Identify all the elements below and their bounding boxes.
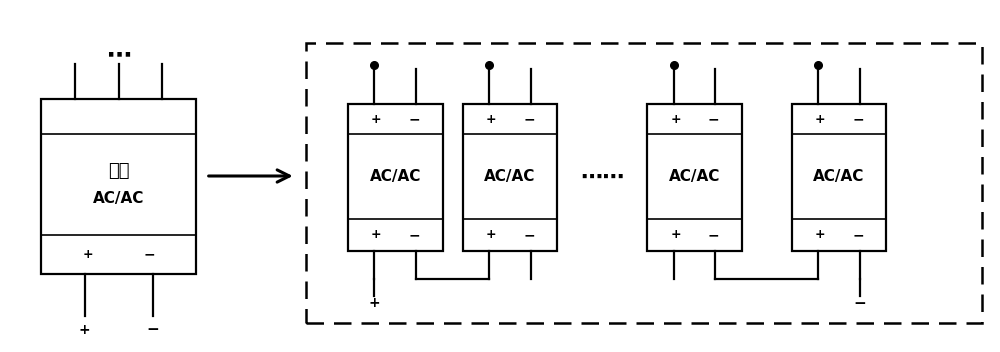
Bar <box>348 105 443 251</box>
Text: +: + <box>371 228 382 241</box>
Text: +: + <box>79 323 90 337</box>
Text: AC/AC: AC/AC <box>93 191 144 206</box>
Text: +: + <box>670 113 681 126</box>
Text: AC/AC: AC/AC <box>370 169 421 184</box>
Bar <box>792 105 886 251</box>
Text: +: + <box>82 248 93 261</box>
Text: −: − <box>144 247 155 262</box>
Text: +: + <box>670 228 681 241</box>
Text: +: + <box>815 228 825 241</box>
Text: −: − <box>852 112 864 126</box>
Text: 级联: 级联 <box>108 162 129 180</box>
Text: +: + <box>369 296 380 310</box>
Text: +: + <box>486 113 496 126</box>
Text: AC/AC: AC/AC <box>484 169 536 184</box>
Text: −: − <box>523 112 535 126</box>
Text: +: + <box>371 113 382 126</box>
Text: +: + <box>486 228 496 241</box>
Bar <box>647 105 742 251</box>
Text: −: − <box>146 322 159 337</box>
Text: −: − <box>708 112 719 126</box>
Text: −: − <box>708 228 719 242</box>
Text: −: − <box>523 228 535 242</box>
Text: AC/AC: AC/AC <box>813 169 865 184</box>
Bar <box>41 99 196 274</box>
Text: −: − <box>854 296 866 311</box>
Text: −: − <box>408 112 420 126</box>
Text: +: + <box>815 113 825 126</box>
Text: AC/AC: AC/AC <box>669 169 720 184</box>
Bar <box>463 105 557 251</box>
Text: ⋯: ⋯ <box>106 44 131 68</box>
Text: −: − <box>852 228 864 242</box>
Bar <box>306 43 982 323</box>
Text: −: − <box>408 228 420 242</box>
Text: ⋯⋯: ⋯⋯ <box>580 168 624 188</box>
